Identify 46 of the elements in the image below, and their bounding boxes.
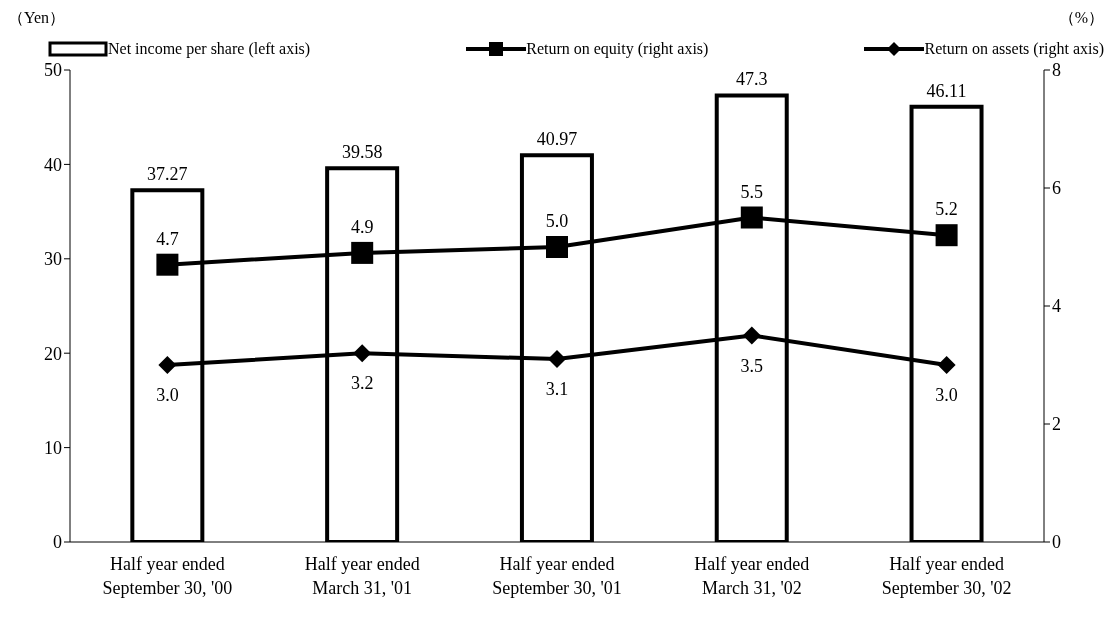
legend-label: Return on assets (right axis) <box>924 40 1104 58</box>
data-label: 39.58 <box>341 142 383 163</box>
data-label: 47.3 <box>735 69 768 90</box>
x-tick-label: Half year ended September 30, '02 <box>881 554 1012 598</box>
point <box>740 206 763 229</box>
data-label: 40.97 <box>536 129 578 150</box>
y2-tick-label: 6 <box>1052 178 1061 199</box>
x-tick-label: Half year ended March 31, '02 <box>694 554 810 598</box>
legend-label: Net income per share (left axis) <box>108 40 311 58</box>
data-label: 5.0 <box>545 211 569 231</box>
point <box>546 236 568 258</box>
data-label: 4.9 <box>350 216 374 237</box>
data-label: 46.11 <box>926 80 967 101</box>
data-label: 3.0 <box>156 385 179 405</box>
y2-tick-label: 8 <box>1052 60 1061 81</box>
y-tick-label: 30 <box>44 249 62 270</box>
point <box>158 356 177 374</box>
point <box>351 241 374 264</box>
point <box>353 344 372 363</box>
y-tick-label: 20 <box>44 343 62 364</box>
y2-axis-title: （%） <box>1058 8 1104 28</box>
data-label: 37.27 <box>147 164 188 185</box>
y2-tick-label: 0 <box>1052 532 1061 553</box>
x-tick-label: Half year ended September 30, '01 <box>492 554 622 598</box>
y-tick-label: 0 <box>53 532 62 553</box>
x-tick-label: Half year ended March 31, '01 <box>304 554 420 598</box>
data-label: 5.5 <box>740 181 764 202</box>
point <box>742 326 761 345</box>
data-label: 3.1 <box>545 379 569 400</box>
data-label: 4.7 <box>156 228 179 249</box>
point <box>156 253 179 276</box>
y-axis-title: （Yen） <box>8 8 66 28</box>
point <box>937 356 956 374</box>
y-tick-label: 10 <box>44 437 62 458</box>
data-label: 5.2 <box>935 199 958 220</box>
y2-tick-label: 2 <box>1052 414 1061 435</box>
y-tick-label: 40 <box>44 154 62 175</box>
point <box>935 224 958 247</box>
legend-label: Return on equity (right axis) <box>526 40 709 58</box>
y-tick-label: 50 <box>44 60 62 81</box>
point <box>548 350 566 369</box>
data-label: 3.2 <box>350 373 374 394</box>
y2-tick-label: 4 <box>1052 296 1061 317</box>
x-tick-label: Half year ended September 30, '00 <box>102 554 233 598</box>
data-label: 3.5 <box>740 355 764 376</box>
data-label: 3.0 <box>935 385 958 405</box>
